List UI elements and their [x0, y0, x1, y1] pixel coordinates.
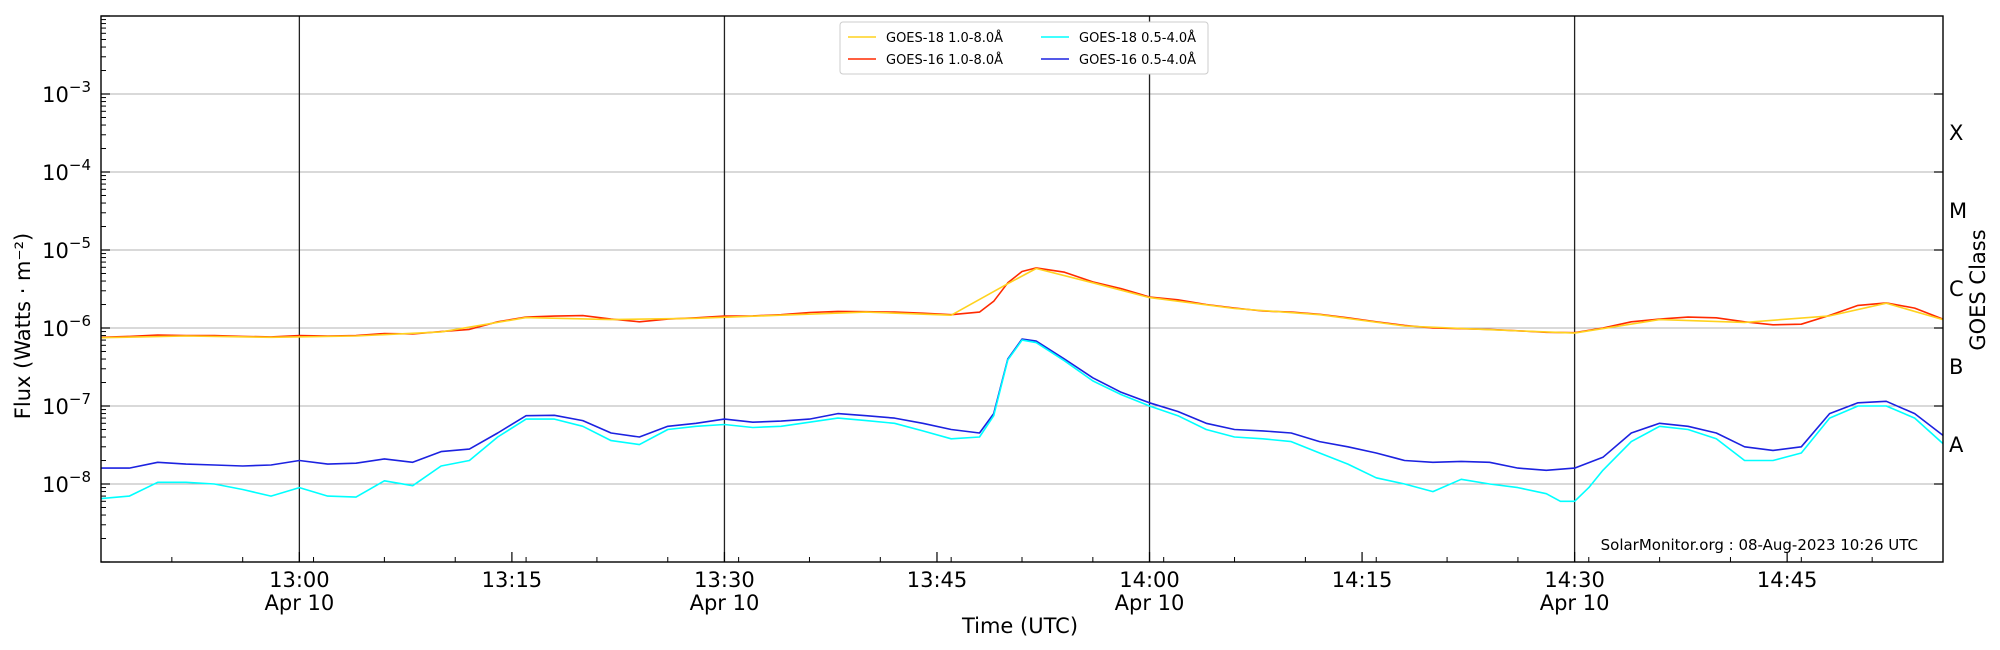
- x-tick-label: 14:00: [1119, 568, 1180, 592]
- x-axis-label: Time (UTC): [961, 614, 1078, 638]
- plot-frame: [100, 15, 1944, 563]
- legend: GOES-18 1.0-8.0Å GOES-18 0.5-4.0Å GOES-16 …: [839, 21, 1209, 75]
- legend-entry-label: GOES-16 0.5-4.0Å: [1079, 52, 1196, 68]
- goes-class-axis-label: GOES Class: [1966, 229, 1990, 350]
- x-tick-date-label: Apr 10: [1540, 591, 1610, 615]
- y-tick-label: 10−7: [42, 390, 91, 419]
- x-tick-date-label: Apr 10: [690, 591, 760, 615]
- y-tick-label: 10−3: [42, 78, 91, 107]
- series-line-goes-18-0-5-4-0: [100, 339, 1944, 503]
- goes-class-label: B: [1949, 355, 1963, 379]
- series-line-goes-18-1-0-8-0: [100, 267, 1944, 339]
- legend-entry-label: GOES-16 1.0-8.0Å: [886, 52, 1003, 68]
- credit-annotation: SolarMonitor.org : 08-Aug-2023 10:26 UTC: [1601, 536, 1918, 554]
- gridlines: [101, 93, 1943, 485]
- goes-class-label: C: [1949, 277, 1964, 301]
- x-tick-label: 14:45: [1757, 568, 1818, 592]
- x-tick-date-label: Apr 10: [1115, 591, 1185, 615]
- data-series: [100, 267, 1944, 503]
- legend-entry-label: GOES-18 1.0-8.0Å: [886, 30, 1003, 46]
- y-tick-label: 10−8: [42, 468, 91, 497]
- legend-entry-label: GOES-18 0.5-4.0Å: [1079, 30, 1196, 46]
- y-tick-label: 10−6: [42, 312, 91, 341]
- y-axis-label: Flux (Watts · m⁻²): [11, 233, 35, 419]
- x-tick-label: 13:45: [907, 568, 968, 592]
- y-tick-label: 10−5: [42, 234, 91, 263]
- goes-class-label: M: [1949, 199, 1967, 223]
- vertical-time-markers: [298, 16, 1576, 562]
- x-tick-label: 14:30: [1544, 568, 1605, 592]
- legend-box: [839, 21, 1209, 75]
- x-tick-label: 14:15: [1332, 568, 1393, 592]
- y-tick-label: 10−4: [42, 156, 91, 185]
- series-line-goes-16-0-5-4-0: [101, 338, 1944, 472]
- x-tick-label: 13:15: [482, 568, 543, 592]
- x-tick-date-label: Apr 10: [265, 591, 335, 615]
- goes-class-label: X: [1949, 121, 1963, 145]
- x-tick-label: 13:00: [269, 568, 330, 592]
- x-tick-label: 13:30: [694, 568, 755, 592]
- series-line-goes-16-1-0-8-0: [100, 267, 1944, 339]
- goes-class-label: A: [1949, 433, 1964, 457]
